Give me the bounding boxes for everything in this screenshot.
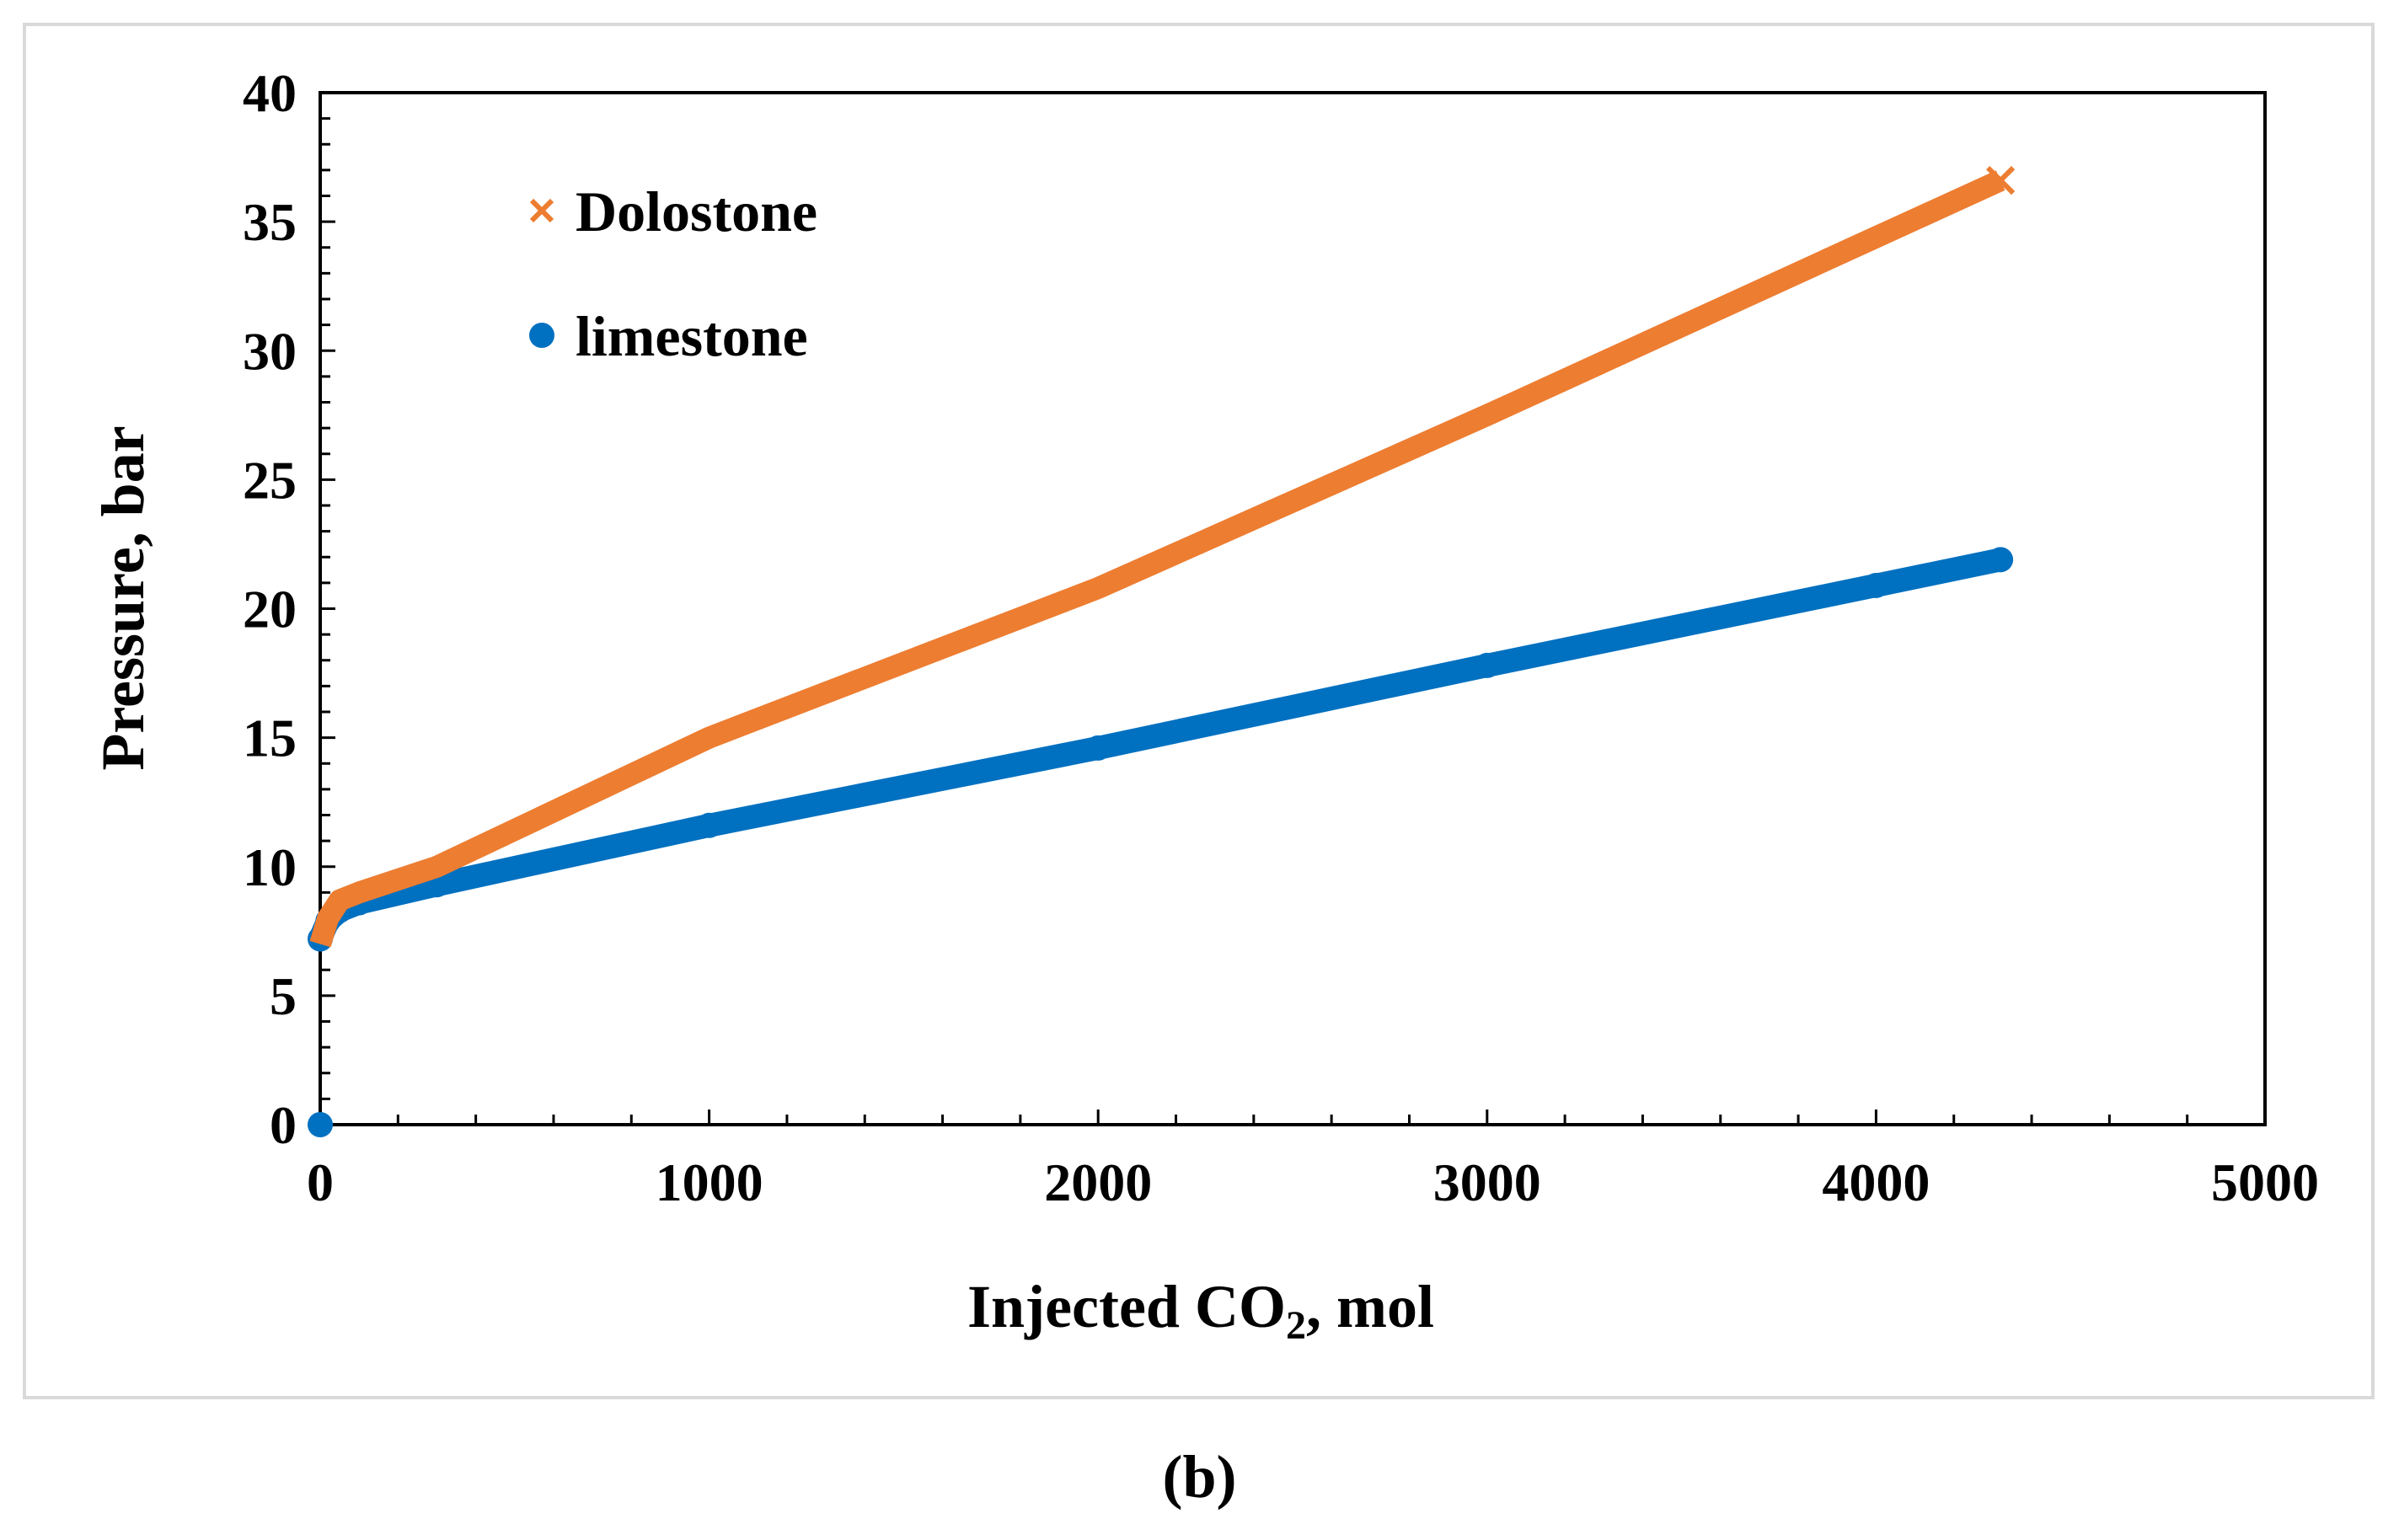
y-tick-label: 25 [243,450,297,510]
x-axis-label-subscript: 2 [1286,1303,1306,1348]
data-point-limestone [1474,652,1500,678]
x-axis-label-tail: , mol [1306,1273,1434,1340]
y-tick-label: 20 [243,580,297,639]
y-tick-label: 35 [243,192,297,252]
data-point-dolostone [1985,166,2016,195]
y-tick-label: 10 [243,837,297,897]
x-tick-label: 0 [307,1152,334,1212]
legend: Dolostone limestone [529,179,817,368]
data-point-limestone [308,1112,333,1137]
x-tick-label: 5000 [2211,1152,2319,1212]
legend-marker-limestone [529,323,554,348]
y-tick-label: 5 [270,966,297,1026]
y-tick-label: 30 [243,321,297,381]
y-axis-label: Pressure, bar [89,425,157,770]
legend-label-limestone: limestone [576,304,808,368]
x-tick-label: 3000 [1433,1152,1541,1212]
legend-marker-dolostone [529,198,554,223]
x-axis-label-main: Injected CO [967,1273,1286,1340]
panel-caption: (b) [1162,1443,1237,1511]
x-tick-label: 4000 [1822,1152,1930,1212]
data-point-limestone [1863,572,1889,598]
series-trace-limestone [308,548,2013,951]
series-limestone [308,547,2014,1137]
series-dolostone [309,166,2016,948]
series-trace-dolostone [309,170,2005,948]
data-point-limestone [696,812,722,838]
y-tick-label: 0 [270,1095,297,1155]
plot-area-border [319,91,2267,1126]
data-point-limestone [1085,735,1111,761]
legend-label-dolostone: Dolostone [576,179,817,243]
chart-frame [23,23,2375,1399]
y-tick-label: 15 [243,709,297,768]
x-tick-label: 1000 [656,1152,763,1212]
x-tick-label: 2000 [1044,1152,1152,1212]
y-tick-label: 40 [243,63,297,123]
x-axis-label: Injected CO2, mol [967,1273,1434,1348]
data-point-limestone [1988,547,2014,573]
